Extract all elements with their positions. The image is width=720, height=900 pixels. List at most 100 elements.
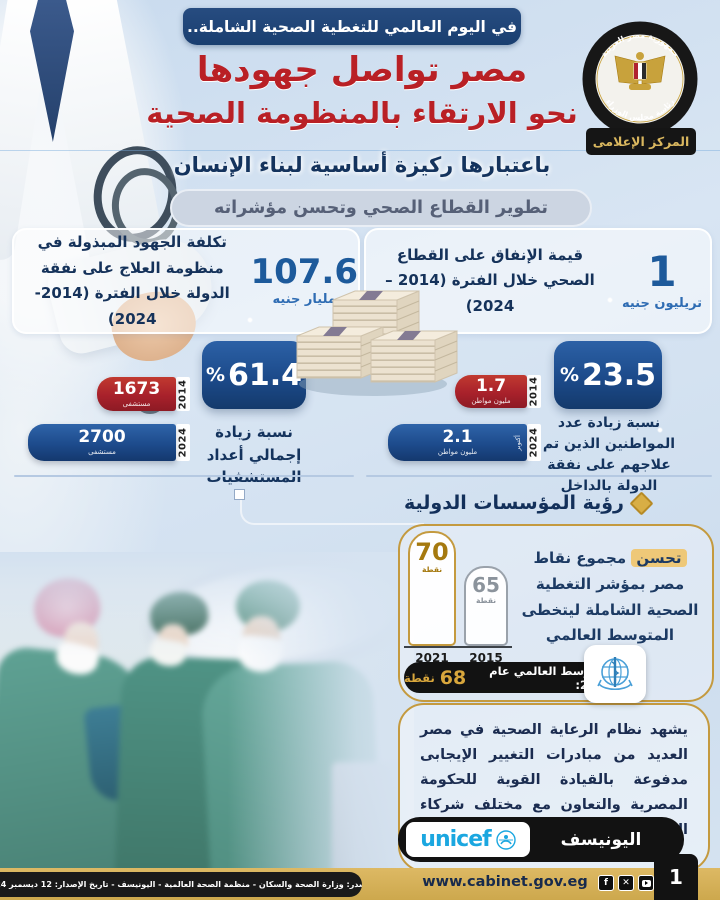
baseline bbox=[460, 646, 512, 648]
bar-unit: مليون مواطن bbox=[437, 448, 478, 456]
uhc-2021-year: 2021 bbox=[415, 651, 449, 665]
state-treatment-label: تكلفة الجهود المبذولة في منظومة العلاج ع… bbox=[34, 233, 230, 328]
page-number: 1 bbox=[669, 865, 683, 889]
spending-total-value: 1 bbox=[647, 247, 677, 296]
year-strip: 2024 bbox=[176, 424, 190, 461]
spending-total-unit: تريليون جنيه bbox=[621, 296, 703, 311]
unicef-emblem-icon bbox=[496, 829, 516, 850]
main-title-line1: مصر تواصل جهودها bbox=[196, 50, 528, 90]
hospitals-2014-bar-row: 1673 مستشفى 2014 bbox=[97, 377, 190, 411]
youtube-icon[interactable] bbox=[638, 875, 654, 891]
page-number-tab: 1 bbox=[654, 854, 698, 900]
eagle-of-saladin bbox=[614, 52, 666, 90]
year-label: 2014 bbox=[528, 376, 540, 407]
bar-value: 1.7 bbox=[475, 376, 507, 396]
citizens-description: نسبة زيادة عدد المواطنين الذين تم علاجهم… bbox=[542, 415, 676, 494]
who-logo bbox=[584, 645, 646, 703]
uhc-2021-unit: نقطة bbox=[421, 565, 443, 574]
year-strip: 2014 bbox=[527, 375, 541, 408]
youtube-play-glyph bbox=[641, 879, 651, 887]
uhc-2021-value: 70 bbox=[415, 538, 449, 566]
year-label: 2024 bbox=[528, 427, 540, 458]
citizens-2024-bar-row: 2.1 مليون مواطن أكتوبر 2024 bbox=[388, 424, 541, 461]
unicef-logo: unicef bbox=[406, 822, 530, 857]
hospitals-percent-value: 61.4 bbox=[228, 357, 303, 393]
website-link[interactable]: www.cabinet.gov.eg bbox=[422, 874, 588, 890]
global-average-value: 68 bbox=[439, 666, 467, 689]
media-center-text: المركز الإعلامى bbox=[592, 134, 690, 149]
eagle-emblem-icon: جمهورية مصر العربية رئاسة مجلس الوزراء bbox=[582, 21, 698, 137]
spending-total-label: قيمة الإنفاق على القطاع الصحي خلال الفتر… bbox=[385, 245, 595, 315]
citizens-2024-bar: 2.1 مليون مواطن أكتوبر bbox=[388, 424, 527, 461]
bar-unit: مستشفى bbox=[88, 448, 116, 456]
year-strip: 2014 bbox=[176, 377, 190, 411]
section-rule-endcap bbox=[234, 489, 245, 500]
percent-sign: % bbox=[559, 364, 579, 386]
citizens-percent-value: 23.5 bbox=[582, 357, 657, 393]
year-strip: 2024 bbox=[527, 424, 541, 461]
hospitals-2024-bar: 2700 مستشفى bbox=[28, 424, 176, 461]
state-treatment-unit: مليار جنيه bbox=[272, 292, 336, 307]
who-emblem-icon bbox=[597, 657, 633, 691]
state-treatment-value: 107.6 bbox=[250, 252, 358, 292]
state-treatment-figure: 107.6 مليار جنيه bbox=[250, 255, 358, 307]
uhc-2015-year: 2015 bbox=[469, 651, 503, 665]
year-label: 2014 bbox=[177, 379, 189, 409]
unicef-banner: اليونيسف unicef bbox=[398, 817, 684, 862]
bar-unit: مليون مواطن bbox=[471, 397, 511, 405]
hospitals-description: نسبة زيادة إجمالي أعداد المستشفيات bbox=[206, 423, 302, 486]
who-statement-text: مجموع نقاط مصر بمؤشر التغطية الصحية الشا… bbox=[521, 549, 699, 645]
global-average-unit: نقطة bbox=[404, 670, 435, 685]
money-stacks-illustration bbox=[291, 278, 459, 398]
uhc-2015-shape: 65 نقطة bbox=[464, 566, 508, 646]
source-pill: المصدر: وزارة الصحة والسكان - منظمة الصح… bbox=[0, 872, 362, 897]
photo-fade-overlay bbox=[0, 552, 414, 900]
uhc-score-2015-bar: 65 نقطة 2015 bbox=[460, 566, 512, 665]
global-average-banner: المتوسط العالمي عام 2021: 68 نقطة bbox=[404, 662, 612, 693]
baseline bbox=[404, 646, 460, 648]
topic-pill: تطوير القطاع الصحي وتحسن مؤشراته bbox=[170, 189, 592, 227]
diamond-bullet-icon bbox=[629, 490, 654, 516]
section-divider bbox=[366, 475, 712, 477]
bar-value: 2.1 bbox=[442, 427, 473, 447]
event-banner-text: في اليوم العالمي للتغطية الصحية الشاملة.… bbox=[186, 17, 518, 36]
hospitals-2014-bar: 1673 مستشفى bbox=[97, 377, 176, 411]
year-label: 2024 bbox=[177, 427, 189, 458]
unicef-logo-text: unicef bbox=[420, 826, 491, 852]
hospitals-2024-bar-row: 2700 مستشفى 2024 bbox=[28, 424, 190, 461]
topic-pill-text: تطوير القطاع الصحي وتحسن مؤشراته bbox=[214, 198, 548, 218]
main-title-line2: نحو الارتقاء بالمنظومة الصحية bbox=[146, 96, 578, 130]
bar-month-note: أكتوبر bbox=[514, 434, 523, 451]
spending-total-figure: 1 تريليون جنيه bbox=[614, 247, 710, 312]
hospitals-percent-box: % 61.4 bbox=[202, 341, 306, 409]
who-statement: تحسن مجموع نقاط مصر بمؤشر التغطية الصحية… bbox=[516, 546, 704, 649]
spending-card-state-treatment: 107.6 مليار جنيه تكلفة الجهود المبذولة ف… bbox=[12, 228, 360, 334]
section-divider bbox=[14, 475, 354, 477]
spending-card-total: 1 تريليون جنيه قيمة الإنفاق على القطاع ا… bbox=[364, 228, 712, 334]
facebook-icon[interactable]: f bbox=[598, 875, 614, 891]
social-icons: f ✕ bbox=[598, 875, 654, 891]
bar-value: 2700 bbox=[78, 427, 126, 447]
international-section-title: رؤية المؤسسات الدولية bbox=[403, 490, 654, 516]
decor-line bbox=[0, 150, 720, 151]
highlight-word: تحسن bbox=[631, 549, 687, 567]
x-icon[interactable]: ✕ bbox=[618, 875, 634, 891]
citizens-2014-bar-row: 1.7 مليون مواطن 2014 bbox=[455, 375, 541, 408]
subtitle: باعتبارها ركيزة أساسية لبناء الإنسان bbox=[173, 153, 551, 177]
uhc-2015-value: 65 bbox=[472, 573, 500, 597]
bar-unit: مستشفى bbox=[122, 399, 151, 408]
section-title-text: رؤية المؤسسات الدولية bbox=[403, 492, 624, 514]
citizens-2014-bar: 1.7 مليون مواطن bbox=[455, 375, 527, 408]
section-rule-line bbox=[240, 497, 424, 525]
citizens-percent-box: % 23.5 bbox=[554, 341, 662, 409]
unicef-arabic-name: اليونيسف bbox=[560, 829, 642, 850]
percent-sign: % bbox=[205, 364, 225, 386]
source-text: المصدر: وزارة الصحة والسكان - منظمة الصح… bbox=[0, 880, 362, 889]
bar-value: 1673 bbox=[112, 378, 161, 399]
uhc-2015-unit: نقطة bbox=[475, 596, 497, 605]
event-banner: في اليوم العالمي للتغطية الصحية الشاملة.… bbox=[183, 8, 521, 45]
uhc-score-2021-bar: 70 نقطة 2021 bbox=[404, 531, 460, 665]
uhc-2021-shape: 70 نقطة bbox=[408, 531, 456, 646]
media-center-ribbon: المركز الإعلامى bbox=[586, 128, 696, 155]
